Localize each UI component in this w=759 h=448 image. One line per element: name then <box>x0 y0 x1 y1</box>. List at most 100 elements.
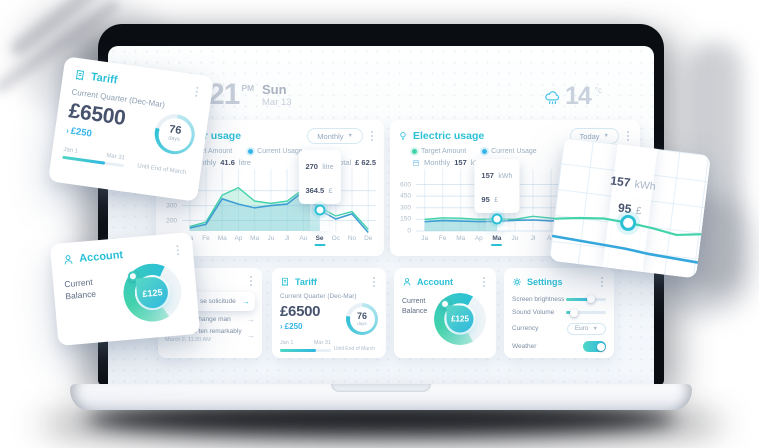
gauge-knob[interactable] <box>440 299 450 309</box>
water-range-select[interactable]: Monthly ▼ <box>307 128 363 144</box>
tariff-title: Tariff <box>90 70 119 87</box>
quarter-progress-bar <box>280 349 331 352</box>
electric-usage-title: Electric usage <box>413 130 485 142</box>
increase-arrow-icon: › <box>280 322 283 331</box>
month-label-3[interactable]: Ap <box>474 235 483 242</box>
month-label-5[interactable]: Ju <box>267 235 275 242</box>
currency-select[interactable]: Euro ▼ <box>566 322 606 335</box>
month-label-1[interactable]: Fe <box>202 235 210 242</box>
time-value: 21 <box>208 78 240 111</box>
days-remaining-gauge: 76 days <box>152 111 198 157</box>
month-label-0[interactable]: Ja <box>421 235 429 242</box>
laptop-base <box>70 384 692 410</box>
current-legend-label: Current Usage <box>257 148 303 155</box>
currency-label: Currency <box>512 325 539 332</box>
clock: 21 PM <box>208 80 254 110</box>
month-label-9[interactable]: Oc <box>331 235 340 242</box>
message-text: Indulgence ten remarkably <box>165 328 242 335</box>
tooltip-cost: 95 <box>617 200 633 216</box>
quarter-start: Jan 1 <box>280 340 294 346</box>
current-legend-label: Current Usage <box>491 148 537 155</box>
month-label-1[interactable]: Fe <box>438 235 447 242</box>
settings-title: Settings <box>527 277 563 287</box>
tooltip-amount: 157 <box>481 170 494 180</box>
days-value: 76 <box>356 310 367 321</box>
settings-menu-button[interactable] <box>598 275 606 289</box>
month-label-3[interactable]: Ap <box>234 235 243 242</box>
arrow-right-icon: → <box>247 315 255 324</box>
settings-card: Settings Screen brightness Sound Volume … <box>504 268 614 358</box>
until-label: Until End of March <box>136 163 187 177</box>
tooltip-amount-unit: kWh <box>633 178 657 193</box>
temperature-unit: °c <box>594 86 603 95</box>
message-text: se solicitude <box>200 298 236 305</box>
arrow-right-icon: → <box>242 297 250 306</box>
balance-gauge: £125 <box>434 293 486 345</box>
electric-stat-value: 157 <box>454 158 467 167</box>
tariff-menu-button[interactable] <box>370 275 378 289</box>
y-axis-tick: 200 <box>166 217 177 225</box>
tooltip-amount-unit: kWh <box>498 172 513 180</box>
account-menu-button[interactable] <box>173 243 182 258</box>
arrow-right-icon: → <box>247 331 255 340</box>
month-label-2[interactable]: Ma <box>217 235 227 242</box>
tooltip-cost: 95 <box>481 194 490 204</box>
y-axis-tick: 300 <box>166 202 177 210</box>
quarter-end: Mar 31 <box>105 152 126 162</box>
brightness-label: Screen brightness <box>512 295 565 303</box>
data-point-marker[interactable] <box>314 204 326 216</box>
tooltip-cost-unit: £ <box>328 187 333 195</box>
gear-icon <box>512 277 522 287</box>
target-legend-label: Target Amount <box>421 148 467 155</box>
person-icon <box>403 278 411 286</box>
tooltip-cost-unit: £ <box>494 196 499 204</box>
chart-detail-float-card: 157 kWh 95 £ <box>548 137 712 279</box>
water-stat-unit: litre <box>238 158 251 167</box>
water-stat-label: Monthly <box>190 158 217 167</box>
water-menu-button[interactable] <box>368 129 376 143</box>
increase-arrow-icon: › <box>65 126 70 136</box>
message-item[interactable]: Indulgence ten remarkably March 2, 11:20… <box>165 328 255 343</box>
electric-y-axis: 600 450 300 150 0 <box>398 169 416 235</box>
month-label-4[interactable]: Ma <box>250 235 260 242</box>
quarter-end: Mar 31 <box>313 340 331 346</box>
tariff-card: Tariff Current Quarter (Dec-Mar) £6500 ›… <box>272 268 386 358</box>
electric-stat-label: Monthly <box>424 158 451 167</box>
tooltip-cost-unit: £ <box>635 204 643 217</box>
month-label-11[interactable]: De <box>364 235 373 242</box>
month-label-2[interactable]: Ma <box>456 235 466 242</box>
water-range-value: Monthly <box>317 131 344 141</box>
tariff-delta: £250 <box>70 125 93 140</box>
brightness-slider[interactable] <box>566 295 606 303</box>
weather-toggle[interactable] <box>583 341 606 352</box>
volume-slider[interactable] <box>566 308 606 317</box>
month-label-7[interactable]: Au <box>299 235 308 242</box>
weather-block: 14 °c <box>544 84 602 109</box>
water-drop-badge: £125 <box>446 305 474 333</box>
month-label-8[interactable]: Se <box>315 235 324 242</box>
calendar-icon <box>412 159 420 166</box>
month-label-6[interactable]: Jl <box>284 235 290 242</box>
date-label: Mar 13 <box>262 96 292 108</box>
month-label-4[interactable]: Ma <box>492 235 502 242</box>
tariff-delta: £250 <box>284 322 303 331</box>
month-label-5[interactable]: Ju <box>511 235 519 242</box>
tariff-menu-button[interactable] <box>192 84 202 99</box>
tariff-amount: £6500 <box>280 303 321 320</box>
weather-label: Weather <box>512 343 537 350</box>
electric-menu-button[interactable] <box>624 129 632 143</box>
water-x-axis: JaFeMaApMaJuJlAuSeOcNoDe <box>182 235 376 247</box>
volume-label: Sound Volume <box>512 309 555 316</box>
message-item[interactable]: change man → <box>165 315 255 324</box>
account-menu-button[interactable] <box>480 275 488 289</box>
days-unit: days <box>357 320 367 326</box>
account-title: Account <box>417 277 453 287</box>
month-label-6[interactable]: Jl <box>530 235 536 242</box>
water-stat-value: 41.6 <box>220 158 235 167</box>
messages-menu-button[interactable] <box>247 274 255 288</box>
electric-chart-tooltip: 157 kWh 95 £ <box>474 158 520 213</box>
water-usage-chart[interactable]: 270 litre 364.5 £ <box>182 149 376 231</box>
month-label-10[interactable]: No <box>347 235 357 242</box>
balance-label: Current Balance <box>63 276 97 302</box>
data-point-marker[interactable] <box>491 213 503 225</box>
